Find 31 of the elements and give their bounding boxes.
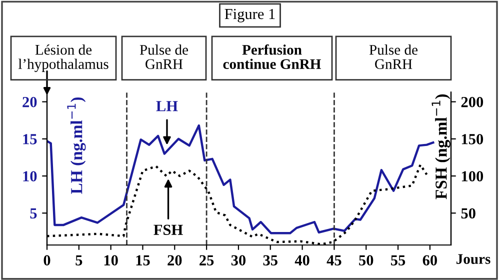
x-axis-title: Jours [456,254,490,264]
x-tick-label: 0 [44,255,50,266]
chart-title: Figure 1 [224,8,275,22]
y2-axis-title: FSH (ng.ml$^{−1}$) [432,94,450,200]
text: Lésion de l’hypothalamus [18,44,108,72]
x-tick-label: 45 [326,255,342,266]
x-tick-label: 50 [359,255,374,266]
x-tick-label: 40 [294,255,310,266]
x-tick-label: 25 [200,255,214,266]
y2-tick-label: 150 [462,134,484,144]
y-tick-label: 15 [23,134,37,144]
x-tick-label: 10 [104,255,118,266]
text: Pulse de GnRH [140,44,188,70]
x-tick-label: 20 [168,255,182,266]
y2-tick-label: 50 [461,208,476,219]
y-tick-label: 5 [30,208,37,219]
y2-tick-label: 200 [461,96,484,108]
annotation: LH [156,101,178,112]
x-tick-label: 5 [76,255,82,266]
annotation: FSH [154,224,183,235]
y-tick-label: 20 [22,96,37,108]
y-tick-label: 10 [23,171,37,182]
x-tick-label: 30 [231,255,246,266]
x-tick-label: 35 [263,255,278,266]
y2-tick-label: 100 [462,171,484,182]
y-axis-title: LH (ng.ml$^{−1}$) [67,97,86,194]
x-tick-label: 60 [422,255,437,266]
text: Pulse de GnRH [369,44,418,70]
text: Perfusion continue GnRH [223,44,321,70]
x-tick-label: 55 [391,255,406,266]
x-tick-label: 15 [136,255,150,266]
